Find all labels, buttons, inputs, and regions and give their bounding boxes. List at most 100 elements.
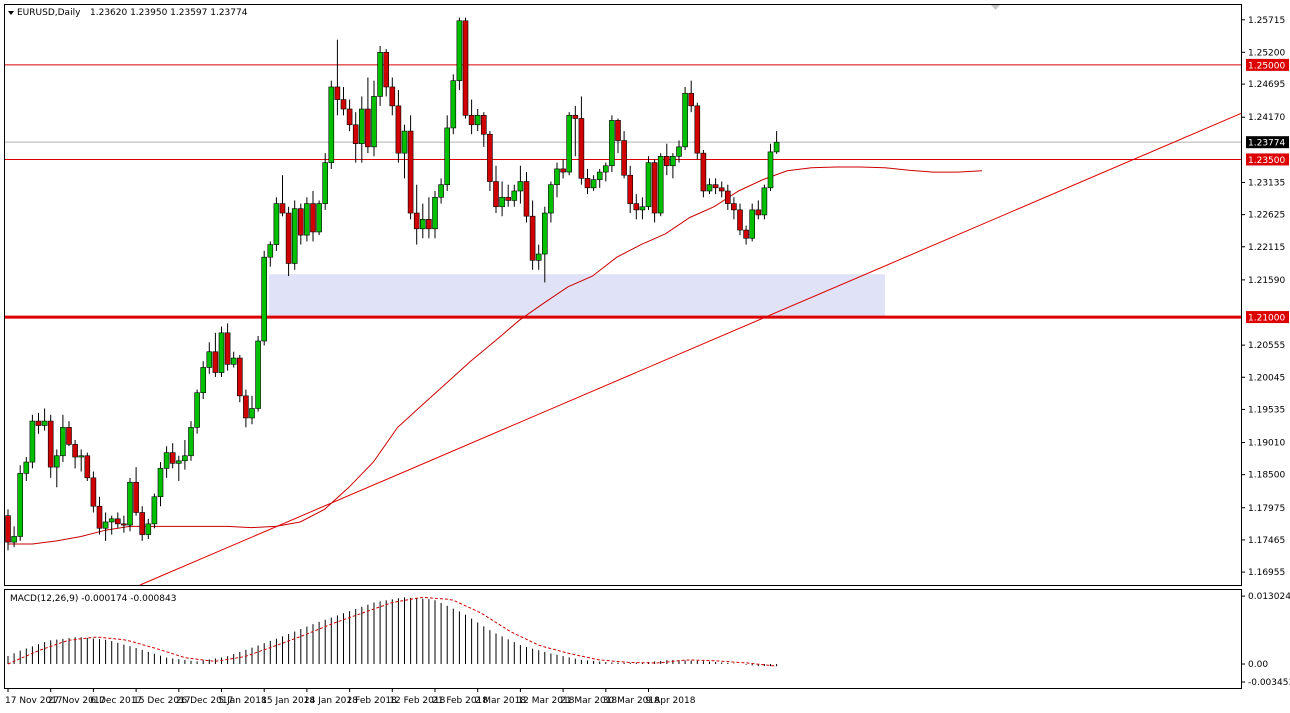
candle-body-bear: [487, 133, 493, 182]
candle-body-bull: [255, 340, 261, 409]
candle: [657, 153, 664, 217]
current-price-tag-text: 1.23774: [1248, 139, 1285, 149]
level-price-tag-1: 1.23500: [1246, 153, 1289, 166]
candle: [237, 354, 243, 403]
candle: [663, 143, 670, 176]
level-price-tag-0-bg: [1246, 58, 1289, 71]
candle: [261, 250, 268, 346]
candle: [541, 206, 548, 283]
candle: [243, 389, 249, 428]
y-tick-label: 1.21590: [1248, 276, 1285, 286]
candle: [700, 150, 707, 198]
candle-body-bear: [755, 209, 762, 216]
candle-body-bull: [548, 184, 554, 214]
candle: [255, 335, 261, 412]
candle: [127, 477, 133, 532]
candle: [139, 506, 145, 541]
dropdown-icon[interactable]: [8, 11, 14, 15]
moving-average-line: [8, 166, 983, 545]
candle-body-bear: [84, 455, 91, 479]
support-zone: [269, 274, 885, 318]
candle-body-bear: [584, 178, 591, 189]
candle: [639, 197, 646, 220]
candle-body-bear: [352, 124, 359, 144]
candle-body-bear: [365, 108, 371, 148]
candle-body-bear: [468, 115, 475, 126]
candle: [761, 184, 768, 220]
candle: [413, 184, 420, 245]
candle-body-bull: [645, 162, 652, 208]
x-tick-label: 30 Mar 2018: [603, 696, 660, 706]
candle: [334, 39, 341, 116]
candle: [297, 203, 304, 245]
trendline: [139, 112, 1242, 586]
candle: [401, 124, 408, 179]
x-tick-label: 17 Nov 2017: [5, 696, 63, 706]
candle-body-bear: [743, 229, 749, 239]
candle: [499, 181, 505, 217]
candle-body-bull: [322, 162, 329, 204]
candle-body-bull: [535, 253, 542, 261]
candle: [182, 440, 188, 470]
candle-body-bull: [401, 130, 408, 154]
candle-body-bear: [627, 174, 634, 204]
macd-y-tick-label: 0.00: [1248, 660, 1268, 670]
candle: [511, 184, 518, 207]
candle: [115, 512, 121, 529]
candle: [743, 225, 749, 245]
candle-body-bear: [615, 120, 621, 141]
candle: [419, 203, 426, 239]
candle: [615, 118, 621, 154]
candle: [23, 457, 30, 481]
candle: [609, 115, 615, 173]
x-tick-label: 26 Dec 2017: [176, 696, 234, 706]
y-tick-label: 1.18500: [1248, 471, 1285, 481]
candle: [438, 178, 444, 204]
macd-panel-frame: [4, 589, 1242, 689]
level-price-tag-2: 1.21000: [1246, 311, 1289, 324]
candle-body-bull: [328, 86, 335, 163]
macd-y-tick-label: 0.013024: [1248, 592, 1290, 602]
candle-body-bull: [218, 332, 225, 373]
candle: [102, 512, 109, 541]
x-tick-label: 15 Dec 2017: [133, 696, 191, 706]
candle-body-bull: [609, 120, 615, 167]
candle: [346, 99, 353, 132]
candle-body-bear: [285, 212, 292, 264]
candle: [462, 17, 469, 119]
candle-body-bear: [310, 203, 316, 233]
candle: [285, 206, 292, 277]
candle-body-bull: [450, 80, 457, 129]
candle: [554, 162, 560, 198]
candle: [523, 172, 530, 223]
candle: [535, 244, 542, 270]
candle-body-bear: [493, 181, 499, 208]
candle-body-bear: [731, 203, 737, 211]
candle: [426, 197, 432, 239]
candle-body-bear: [737, 209, 743, 231]
candle: [560, 159, 566, 179]
candle-body-bear: [413, 212, 420, 230]
candle: [694, 102, 701, 160]
candle-body-bull: [541, 212, 548, 255]
candle: [371, 80, 377, 157]
candle-body-bear: [578, 118, 585, 179]
candle: [389, 77, 396, 116]
candle-body-bull: [102, 521, 109, 529]
candle-body-bull: [176, 460, 182, 464]
candle-body-bull: [53, 455, 60, 468]
candle-body-bear: [560, 168, 566, 173]
candle-body-bear: [346, 108, 353, 126]
x-tick-label: 5 Jan 2018: [219, 696, 267, 706]
candle-body-bull: [474, 115, 481, 126]
candle: [731, 197, 737, 220]
candle-body-bear: [426, 219, 432, 230]
symbol-label: EURUSD,Daily: [17, 8, 81, 18]
candle: [706, 178, 713, 195]
x-tick-label: 21 Mar 2018: [560, 696, 617, 706]
candle-body-bear: [462, 20, 469, 116]
candle-body-bull: [11, 536, 17, 543]
macd-label: MACD(12,26,9) -0.000174 -0.000843: [10, 594, 176, 604]
candle: [358, 96, 365, 163]
candle: [712, 178, 719, 195]
